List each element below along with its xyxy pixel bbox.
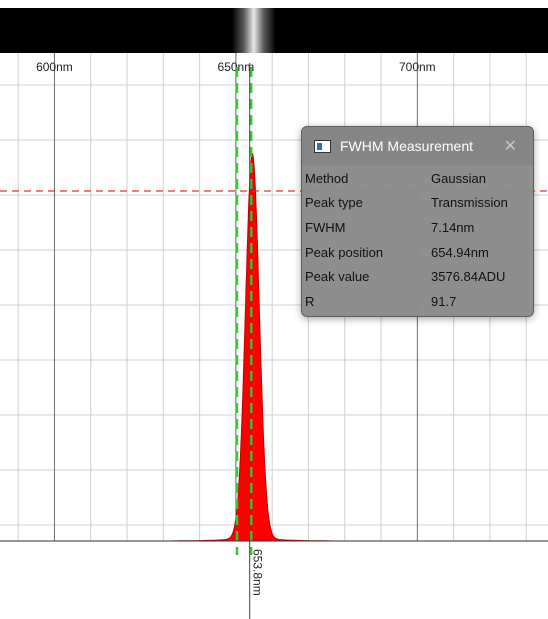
fwhm-row-method: Method Gaussian [302, 166, 533, 191]
fwhm-row-fwhm: FWHM 7.14nm [302, 215, 533, 240]
window-icon [314, 139, 331, 153]
fwhm-row-key: Peak value [305, 269, 370, 285]
fwhm-measurement-panel[interactable]: FWHM Measurement ✕ Method Gaussian Peak … [301, 126, 534, 317]
close-icon[interactable]: ✕ [503, 138, 517, 155]
fwhm-row-value: 3576.84ADU [431, 269, 506, 285]
fwhm-row-peak-value: Peak value 3576.84ADU [302, 264, 533, 289]
fwhm-row-value: Transmission [431, 195, 508, 211]
fwhm-results-table: Method Gaussian Peak type Transmission F… [302, 165, 533, 314]
fwhm-panel-title: FWHM Measurement [340, 138, 474, 154]
fwhm-row-peak-position: Peak position 654.94nm [302, 240, 533, 265]
fwhm-row-value: 91.7 [431, 293, 457, 309]
fwhm-row-r: R 91.7 [302, 289, 533, 314]
fwhm-row-key: Method [305, 170, 349, 186]
x-tick-label: 600nm [36, 60, 73, 74]
fwhm-row-key: FWHM [305, 219, 346, 235]
fwhm-row-key: Peak type [305, 195, 363, 211]
fwhm-row-value: Gaussian [431, 170, 486, 186]
fwhm-row-value: 654.94nm [431, 244, 489, 260]
spectrum-image-strip [0, 8, 548, 53]
x-tick-label: 700nm [399, 60, 436, 74]
fwhm-row-key: R [305, 293, 315, 309]
fwhm-panel-titlebar[interactable]: FWHM Measurement ✕ [302, 127, 533, 165]
cursor-position-label: 653.8nm [251, 549, 265, 596]
fwhm-row-value: 7.14nm [431, 219, 475, 235]
fwhm-row-key: Peak position [305, 244, 384, 260]
fwhm-row-peak-type: Peak type Transmission [302, 191, 533, 216]
